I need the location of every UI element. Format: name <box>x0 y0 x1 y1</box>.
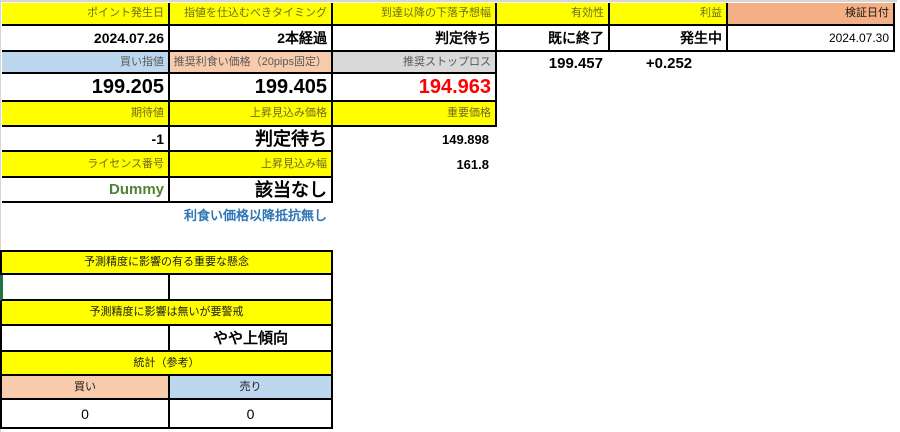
cell-license-value[interactable]: Dummy <box>2 178 170 203</box>
note-no-resistance[interactable]: 利食い価格以降抵抗無し <box>183 207 327 223</box>
cell-header-buy-limit[interactable]: 買い指値 <box>2 52 170 74</box>
cell-header-verify-date[interactable]: 検証日付 <box>728 3 895 26</box>
cell-header-rise-price[interactable]: 上昇見込み価格 <box>170 102 333 127</box>
cell-take-profit-price[interactable]: 199.405 <box>170 74 333 102</box>
cell-header-license[interactable]: ライセンス番号 <box>2 152 170 178</box>
cell-header-point-date[interactable]: ポイント発生日 <box>2 3 170 26</box>
cell-caution-left[interactable] <box>0 326 170 352</box>
cell-buy-count[interactable]: 0 <box>0 400 170 429</box>
cell-value-validity[interactable]: 既に終了 <box>497 26 610 52</box>
cell-header-concern[interactable]: 予測精度に影響の有る重要な懸念 <box>0 250 333 275</box>
cell-sell-count[interactable]: 0 <box>170 400 333 429</box>
cell-value-profit[interactable]: 発生中 <box>610 26 728 52</box>
cell-value-point-date[interactable]: 2024.07.26 <box>2 26 170 52</box>
gridline-top <box>0 0 897 2</box>
cell-value-drop-range[interactable]: 判定待ち <box>333 26 497 52</box>
cell-header-drop-range[interactable]: 到達以降の下落予想幅 <box>333 3 497 26</box>
cell-stop-loss-price[interactable]: 194.963 <box>333 74 497 102</box>
cell-label-buy[interactable]: 買い <box>0 376 170 400</box>
cell-validity-price[interactable]: 199.457 <box>548 54 603 72</box>
cell-header-profit[interactable]: 利益 <box>610 3 728 26</box>
cell-caution-value[interactable]: やや上傾向 <box>170 326 333 352</box>
gridline-left <box>0 0 1 432</box>
cell-concern-right[interactable] <box>170 275 333 301</box>
cell-key-price-1[interactable]: 149.898 <box>442 132 489 147</box>
cell-rise-price[interactable]: 判定待ち <box>170 127 333 152</box>
cell-concern-left[interactable] <box>0 275 170 301</box>
cell-buy-limit-price[interactable]: 199.205 <box>2 74 170 102</box>
cell-header-expected-value[interactable]: 期待値 <box>2 102 170 127</box>
cell-key-price-2[interactable]: 161.8 <box>456 157 489 172</box>
cell-label-sell[interactable]: 売り <box>170 376 333 400</box>
cell-header-key-price[interactable]: 重要価格 <box>333 102 497 127</box>
cell-expected-value[interactable]: -1 <box>2 127 170 152</box>
cell-header-timing[interactable]: 指値を仕込むべきタイミング <box>170 3 333 26</box>
cell-header-stats[interactable]: 統計（参考） <box>0 352 333 376</box>
cell-value-verify-date[interactable]: 2024.07.30 <box>728 26 895 52</box>
cell-rise-range-value[interactable]: 該当なし <box>170 178 333 203</box>
cell-header-rise-range[interactable]: 上昇見込み幅 <box>170 152 333 178</box>
cell-header-stop-loss[interactable]: 推奨ストップロス <box>333 52 497 74</box>
cell-value-timing[interactable]: 2本経過 <box>170 26 333 52</box>
cell-header-take-profit[interactable]: 推奨利食い価格（20pips固定） <box>170 52 333 74</box>
cell-header-caution[interactable]: 予測精度に影響は無いが要警戒 <box>0 301 333 326</box>
cell-header-validity[interactable]: 有効性 <box>497 3 610 26</box>
cell-profit-value[interactable]: +0.252 <box>645 54 693 72</box>
